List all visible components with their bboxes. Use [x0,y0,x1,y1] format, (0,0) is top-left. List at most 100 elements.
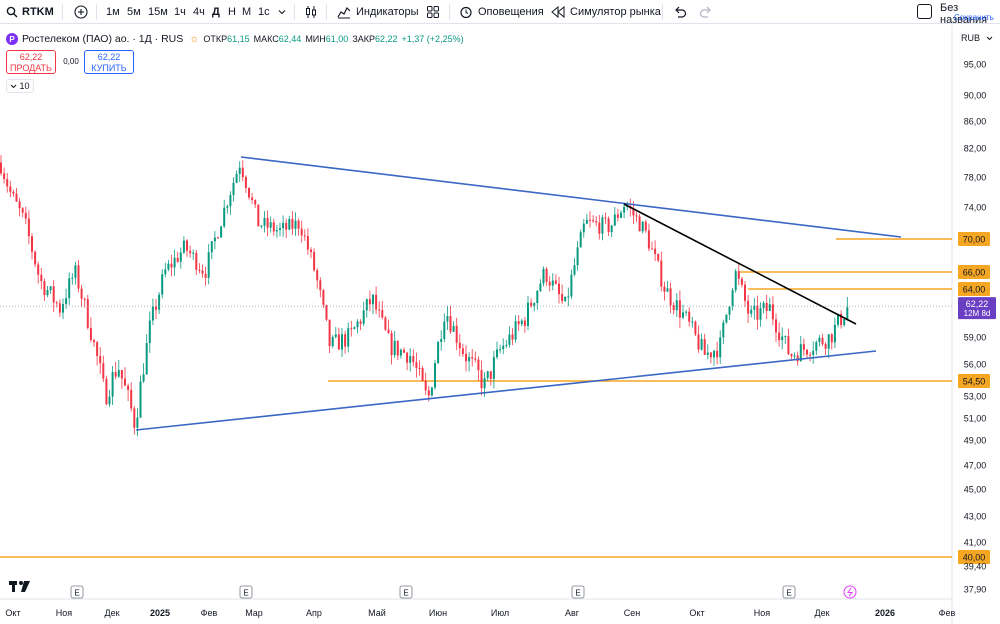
price-tick-label: 53,00 [964,392,987,402]
candle [167,259,170,272]
layout-checkbox-icon[interactable] [917,4,932,19]
candle [226,204,229,214]
candle [511,327,514,346]
candle [465,345,467,372]
level-price-tag [958,374,990,388]
candle [62,298,64,320]
candle [93,338,95,347]
candle [489,371,492,386]
buy-button[interactable]: 62,22 КУПИТЬ [84,50,134,74]
tf-4h[interactable]: 4ч [193,0,205,24]
bar-countdown: 12М 8d [964,309,991,318]
time-axis[interactable]: Окт Ноя Дек 2025 Фев Мар Апр Май Июн Июл Авг Сен Окт… [5,581,956,618]
candle [120,370,123,389]
open-value: 61,15 [227,34,250,44]
compare-button[interactable] [74,0,88,24]
replay-button[interactable]: Симулятор рынка [551,0,661,24]
candle [52,280,55,313]
tf-label: Д [212,6,220,18]
chart-type-button[interactable] [304,0,318,24]
candle [523,317,526,333]
alerts-button[interactable]: Оповещения [459,0,544,24]
candle [480,360,483,396]
alerts-label: Оповещения [478,6,544,18]
layout-title[interactable]: Без названия [940,2,988,26]
svg-text:E: E [403,589,408,598]
time-tick-label: Ноя [754,608,771,618]
currency-label: RUB [961,33,981,43]
candle [409,348,412,372]
candle [691,316,694,328]
timeframe-dropdown[interactable] [278,0,286,24]
candle [89,317,92,343]
candle [818,334,821,347]
candle [201,264,204,278]
undo-button[interactable] [673,0,687,24]
candle [217,236,219,239]
tf-day[interactable]: Д [212,0,220,24]
level-price-tag [958,550,990,564]
candle [576,241,579,271]
redo-button[interactable] [699,0,713,24]
time-tick-label: Окт [689,608,704,618]
trendline [135,350,877,431]
price-tick-label: 43,00 [964,512,987,522]
layout-save-link[interactable]: Сохранить [954,13,994,22]
candle [716,341,719,365]
volume-toggle[interactable]: 10 [6,79,34,93]
tf-15m[interactable]: 15м [148,0,168,24]
sell-button[interactable]: 62,22 ПРОДАТЬ [6,50,56,74]
price-tick-label: 78,00 [964,173,987,183]
candle [508,326,511,348]
candle [279,222,281,237]
redo-icon [699,6,711,18]
candle [784,335,787,344]
candle [740,277,743,288]
candle [821,333,824,347]
candlestick-series [0,155,849,437]
tf-1m[interactable]: 1м [106,0,120,24]
candle [325,304,328,322]
candle [316,268,319,289]
tf-1s[interactable]: 1с [258,0,270,24]
candle [589,211,591,228]
candle [443,313,446,343]
candle [136,408,139,437]
symbol-search[interactable]: RTKM [6,0,54,24]
time-tick-label: Июн [429,608,447,618]
candle [610,225,613,238]
candle [272,218,275,236]
price-axis[interactable]: 95,00 90,00 86,00 82,00 78,00 74,00 70,00 66,00… [958,60,996,595]
tf-week[interactable]: Н [228,0,236,24]
candle [350,320,353,337]
low-label: МИН [305,34,326,44]
candle [49,285,52,294]
search-icon [6,6,18,18]
candle [824,341,827,355]
chevron-down-icon [11,84,17,88]
templates-button[interactable] [426,0,440,24]
candle [65,288,68,309]
candle [430,386,433,397]
indicators-button[interactable]: Индикаторы [337,0,419,24]
candle [77,260,80,293]
candle [613,206,616,227]
currency-selector[interactable]: RUB [958,30,996,46]
symbol-label: RTKM [22,6,54,18]
candle [675,293,678,317]
candle [418,360,421,376]
candle [830,333,833,350]
candle [558,276,560,304]
tf-label: 1м [106,6,120,18]
candles-icon [306,6,316,18]
candle [170,254,173,277]
price-chart[interactable]: 95,00 90,00 86,00 82,00 78,00 74,00 70,00 66,00… [0,25,1000,624]
tf-label: 15м [148,6,168,18]
tf-month[interactable]: М [242,0,251,24]
candle [644,219,647,233]
tf-5m[interactable]: 5м [127,0,141,24]
candle [207,243,210,285]
tf-1h[interactable]: 1ч [174,0,186,24]
symbol-title[interactable]: Ростелеком (ПАО) ао. · 1Д · RUS [22,33,184,45]
candle [3,167,6,184]
